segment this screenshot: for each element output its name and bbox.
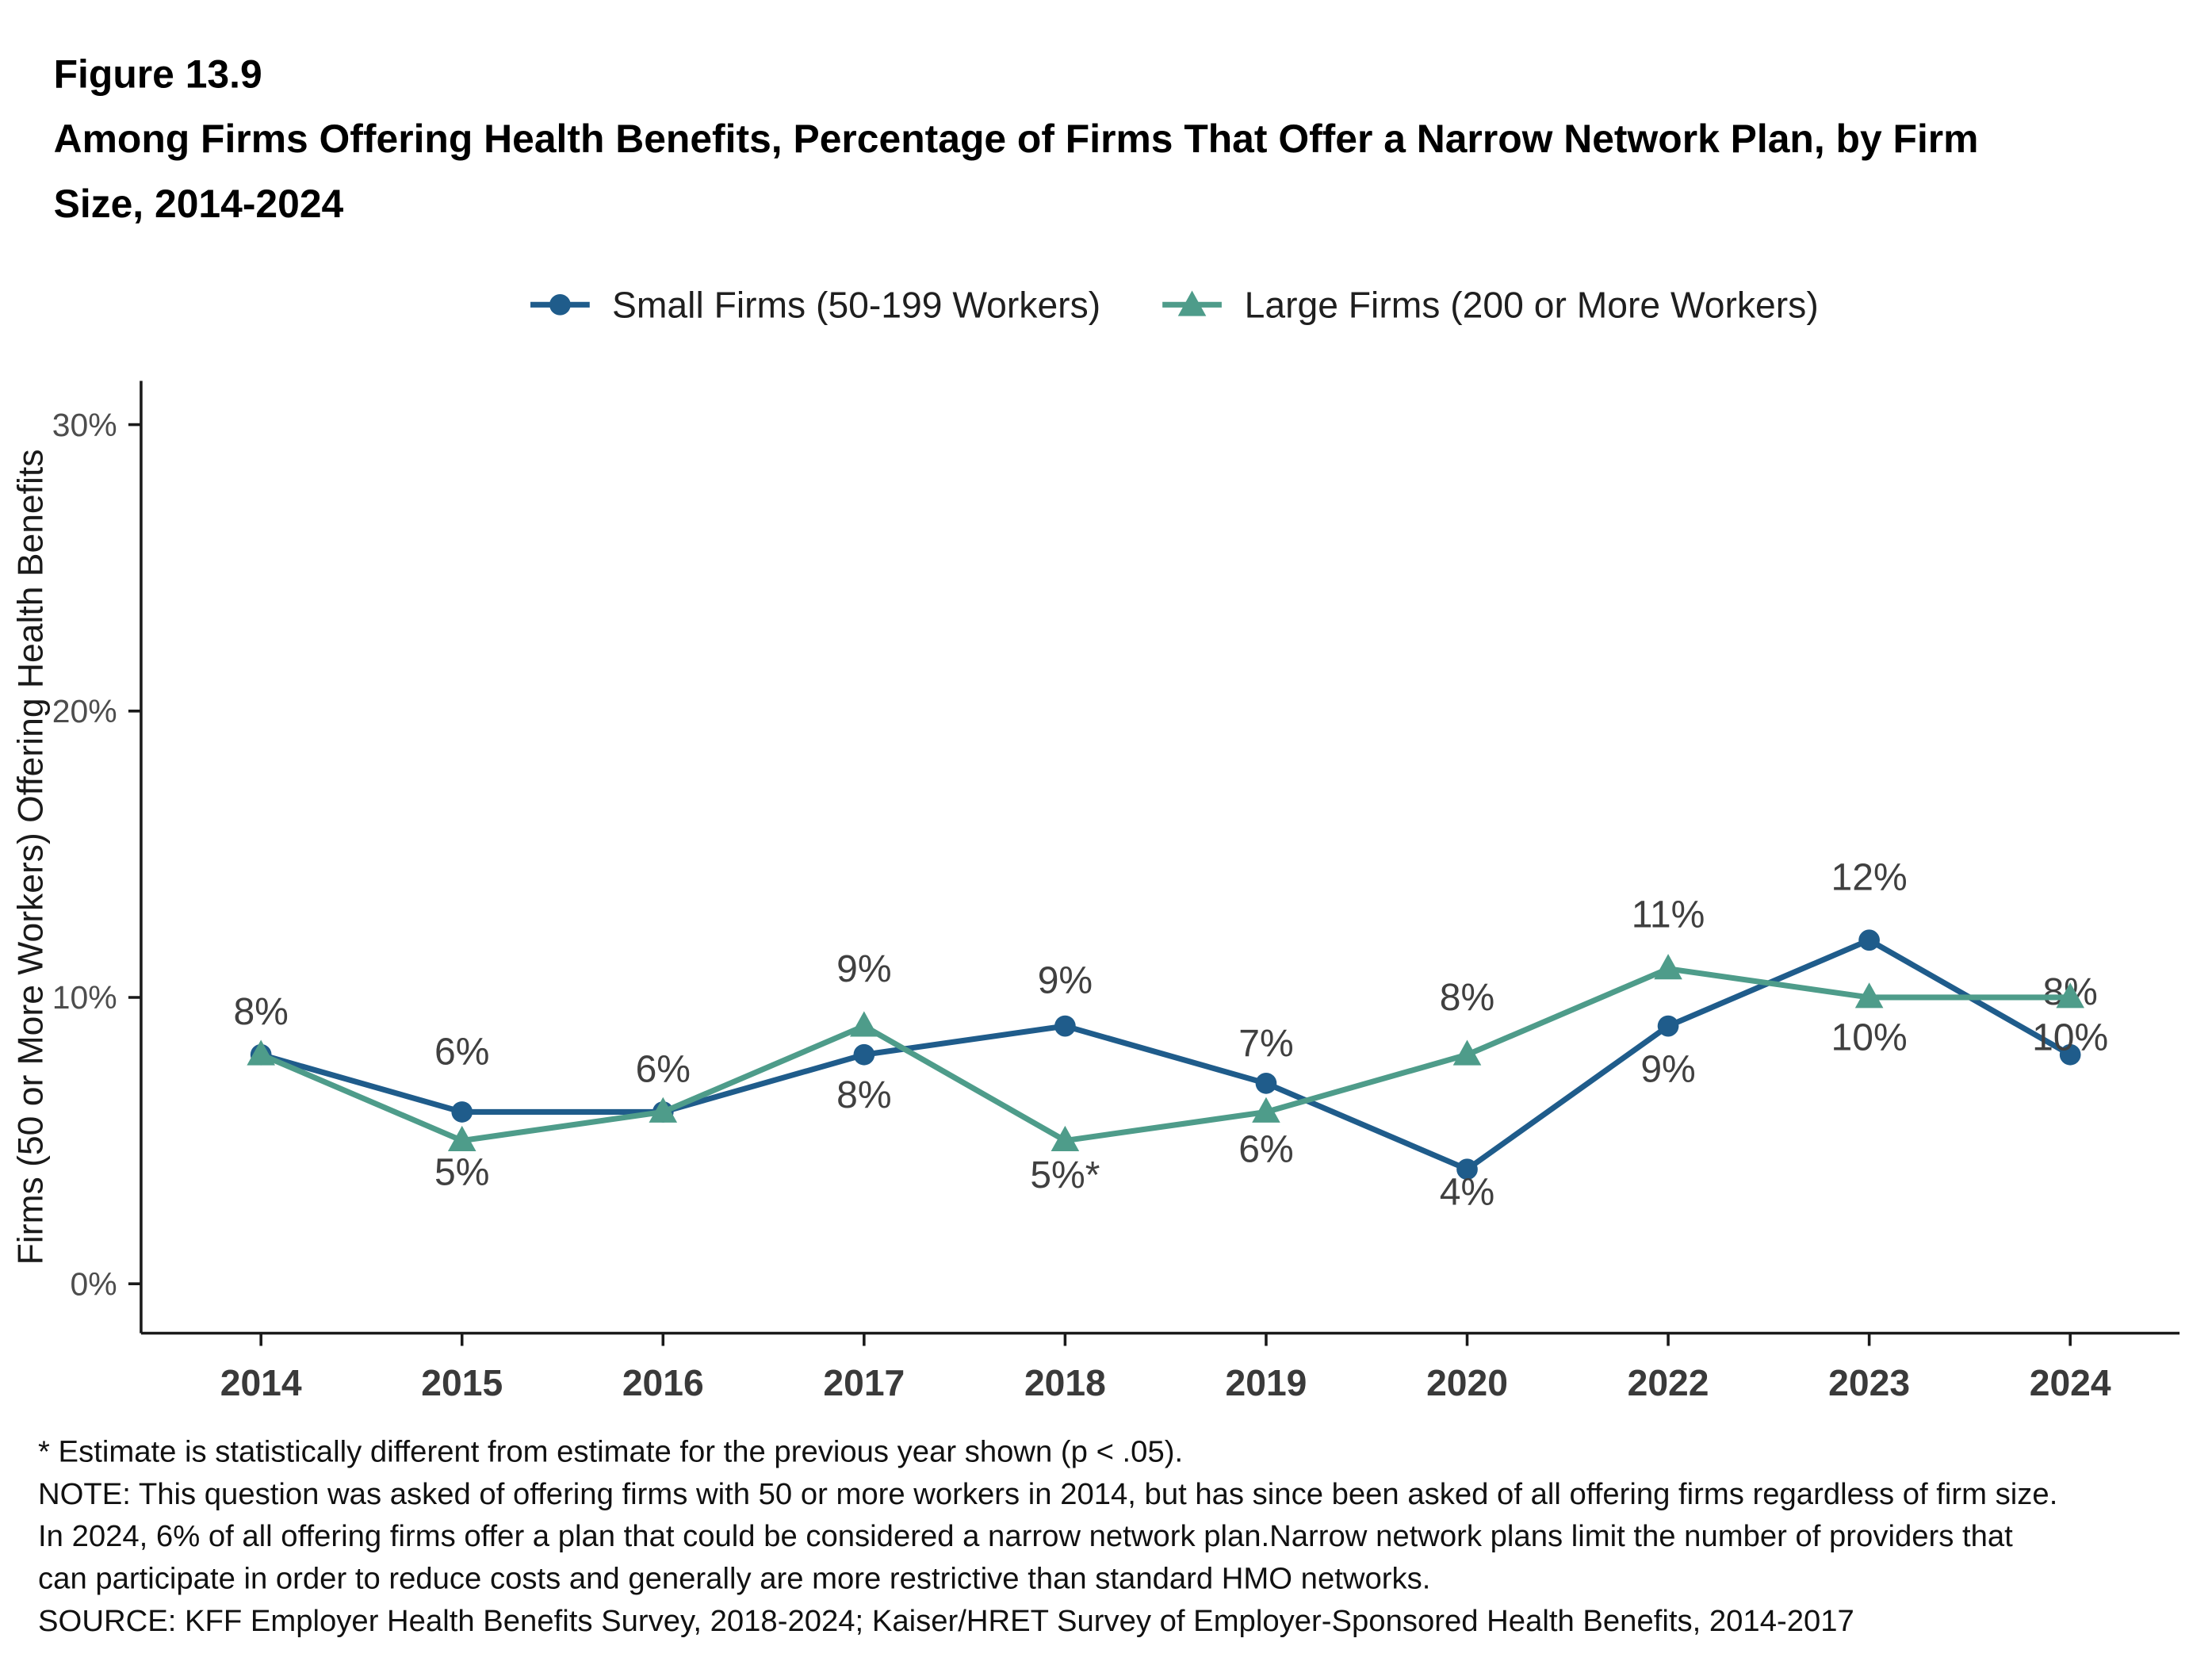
value-label: 9%	[1640, 1048, 1695, 1090]
legend-triangle-marker	[1177, 290, 1207, 316]
value-label: 6%	[636, 1048, 691, 1090]
y-tick-label: 10%	[52, 979, 117, 1016]
data-point	[1854, 982, 1884, 1009]
legend-circle-marker	[549, 293, 571, 316]
chart-header: Figure 13.9 Among Firms Offering Health …	[54, 42, 2071, 237]
x-tick-label: 2020	[1426, 1362, 1508, 1403]
legend-item-small-firms: Small Firms (50-199 Workers)	[527, 283, 1100, 327]
data-point	[1858, 929, 1880, 951]
data-point	[1456, 1158, 1478, 1181]
value-label: 10%	[1831, 1017, 1908, 1059]
x-tick-label: 2017	[823, 1362, 905, 1403]
data-point	[1452, 1039, 1482, 1066]
data-point	[850, 1011, 878, 1037]
legend-item-large-firms: Large Firms (200 or More Workers)	[1160, 283, 1819, 327]
x-tick-label: 2023	[1828, 1362, 1910, 1403]
value-label: 8%	[1440, 977, 1494, 1019]
data-point	[1654, 954, 1682, 980]
series-line	[259, 966, 2071, 1144]
footnotes: * Estimate is statistically different fr…	[38, 1430, 2058, 1642]
value-label: 8%	[836, 1074, 891, 1116]
data-point	[247, 1039, 275, 1066]
legend-label-large-firms: Large Firms (200 or More Workers)	[1244, 282, 1819, 326]
value-label: 5%	[434, 1151, 489, 1193]
value-label: 4%	[1440, 1172, 1494, 1214]
data-point	[1255, 1073, 1277, 1094]
y-axis-title: Firms (50 or More Workers) Offering Heal…	[11, 450, 50, 1265]
value-label: 5%*	[1030, 1154, 1100, 1196]
value-label: 6%	[1238, 1128, 1293, 1170]
x-tick-label: 2016	[622, 1362, 704, 1403]
footnote-source: SOURCE: KFF Employer Health Benefits Sur…	[38, 1604, 1854, 1638]
y-tick-label: 20%	[52, 693, 117, 729]
y-tick-label: 30%	[52, 407, 117, 443]
value-label: 7%	[1238, 1023, 1293, 1065]
x-tick-label: 2024	[2030, 1362, 2111, 1403]
data-point	[1051, 1125, 1080, 1151]
value-label: 9%	[836, 948, 891, 990]
y-tick-label: 0%	[71, 1265, 117, 1302]
value-label: 11%	[1632, 894, 1705, 936]
x-tick-label: 2015	[421, 1362, 503, 1403]
data-point	[447, 1125, 476, 1151]
figure-number: Figure 13.9	[53, 52, 262, 96]
large-firms-line-triangle-icon	[1162, 290, 1223, 316]
chart-title: Among Firms Offering Health Benefits, Pe…	[53, 117, 1979, 226]
data-point	[451, 1101, 473, 1123]
footnote-asterisk: * Estimate is statistically different fr…	[38, 1434, 1184, 1469]
x-tick-label: 2019	[1226, 1362, 1307, 1403]
value-label: 12%	[1831, 856, 1908, 898]
x-tick-label: 2022	[1628, 1362, 1709, 1403]
legend-label-small-firms: Small Firms (50-199 Workers)	[612, 282, 1101, 326]
value-label: 10%	[2032, 1017, 2108, 1059]
value-label: 8%	[233, 991, 288, 1033]
value-label: 9%	[1038, 959, 1093, 1001]
series-line	[260, 936, 2072, 1173]
data-point	[649, 1097, 678, 1123]
x-tick-label: 2014	[220, 1362, 302, 1403]
data-point	[1657, 1015, 1679, 1037]
data-point	[1252, 1097, 1280, 1123]
data-point	[2059, 1043, 2081, 1066]
chart-legend: Small Firms (50-199 Workers) Large Firms…	[0, 274, 2212, 335]
footnote-note: NOTE: This question was asked of offerin…	[38, 1476, 2058, 1596]
data-point	[853, 1043, 875, 1066]
data-point	[1054, 1015, 1076, 1037]
x-tick-label: 2018	[1024, 1362, 1106, 1403]
small-firms-line-circle-icon	[530, 293, 590, 316]
data-point	[2056, 982, 2084, 1009]
value-label: 6%	[434, 1032, 489, 1074]
